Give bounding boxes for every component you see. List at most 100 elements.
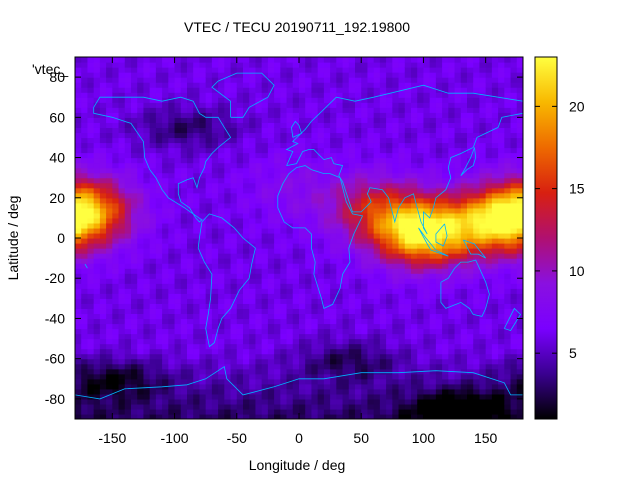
heatmap-cell (230, 87, 238, 93)
heatmap-cell (168, 293, 176, 299)
heatmap-cell (243, 343, 250, 350)
heatmap-cell (255, 217, 263, 224)
heatmap-cell (99, 263, 107, 269)
heatmap-cell (392, 152, 400, 159)
heatmap-cell (299, 288, 306, 294)
heatmap-cell (255, 343, 263, 350)
heatmap-cell (118, 248, 126, 254)
heatmap-cell (106, 368, 113, 375)
heatmap-cell (330, 328, 337, 335)
heatmap-cell (124, 222, 132, 229)
heatmap-cell (361, 232, 369, 239)
heatmap-cell (299, 97, 306, 103)
heatmap-cell (317, 298, 325, 304)
heatmap-cell (162, 313, 169, 320)
heatmap-cell (448, 293, 456, 299)
heatmap-cell (448, 82, 456, 88)
heatmap-cell (479, 62, 487, 68)
heatmap-cell (112, 323, 120, 330)
heatmap-cell (429, 323, 437, 330)
heatmap-cell (249, 217, 257, 224)
heatmap-cell (187, 227, 194, 234)
heatmap-cell (137, 92, 145, 98)
heatmap-cell (193, 358, 201, 365)
heatmap-cell (149, 192, 157, 199)
heatmap-cell (267, 102, 275, 108)
heatmap-cell (87, 368, 95, 375)
heatmap-cell (193, 162, 201, 169)
heatmap-cell (75, 142, 82, 149)
heatmap-cell (367, 232, 375, 239)
heatmap-cell (435, 313, 443, 320)
heatmap-cell (224, 212, 232, 219)
heatmap-cell (199, 298, 207, 304)
heatmap-cell (87, 328, 95, 335)
heatmap-cell (267, 243, 275, 249)
heatmap-cell (224, 388, 232, 395)
heatmap-cell (236, 373, 244, 380)
heatmap-cell (180, 107, 188, 113)
heatmap-cell (367, 288, 375, 294)
heatmap-cell (99, 77, 107, 83)
heatmap-cell (218, 57, 225, 63)
heatmap-cell (118, 388, 126, 395)
heatmap-cell (180, 368, 188, 375)
heatmap-cell (280, 87, 288, 93)
heatmap-cell (124, 373, 132, 380)
heatmap-cell (93, 298, 101, 304)
heatmap-cell (193, 102, 201, 108)
heatmap-cell (330, 303, 337, 309)
heatmap-cell (155, 67, 163, 73)
heatmap-cell (249, 408, 257, 415)
heatmap-cell (149, 288, 157, 294)
heatmap-cell (305, 318, 313, 325)
heatmap-cell (386, 67, 393, 73)
heatmap-cell (411, 278, 418, 284)
heatmap-cell (261, 358, 269, 365)
heatmap-cell (473, 167, 481, 174)
heatmap-cell (367, 348, 375, 355)
heatmap-cell (355, 243, 362, 249)
heatmap-cell (292, 142, 300, 149)
heatmap-cell (311, 222, 319, 229)
heatmap-cell (404, 323, 412, 330)
heatmap-cell (168, 313, 176, 320)
heatmap-cell (330, 363, 337, 370)
heatmap-cell (162, 222, 169, 229)
heatmap-cell (131, 122, 138, 128)
heatmap-cell (336, 147, 344, 154)
heatmap-cell (361, 182, 369, 189)
heatmap-cell (224, 67, 232, 73)
heatmap-cell (417, 363, 425, 370)
heatmap-cell (479, 177, 487, 184)
heatmap-cell (435, 162, 443, 169)
heatmap-cell (498, 57, 505, 63)
heatmap-cell (467, 238, 474, 244)
heatmap-cell (106, 353, 113, 360)
heatmap-cell (131, 293, 138, 299)
heatmap-cell (404, 187, 412, 194)
heatmap-cell (292, 243, 300, 249)
heatmap-cell (180, 172, 188, 179)
heatmap-cell (491, 77, 499, 83)
heatmap-cell (292, 157, 300, 164)
heatmap-cell (174, 298, 182, 304)
heatmap-cell (460, 222, 468, 229)
heatmap-cell (442, 112, 449, 118)
heatmap-cell (442, 122, 449, 128)
heatmap-cell (124, 398, 132, 405)
heatmap-cell (155, 97, 163, 103)
heatmap-cell (205, 77, 213, 83)
heatmap-cell (342, 132, 350, 139)
heatmap-cell (355, 308, 362, 315)
heatmap-cell (81, 333, 89, 340)
heatmap-cell (131, 353, 138, 360)
heatmap-cell (498, 72, 505, 78)
heatmap-cell (286, 343, 294, 350)
heatmap-cell (348, 318, 356, 325)
heatmap-cell (274, 67, 281, 73)
heatmap-cell (373, 268, 381, 274)
heatmap-cell (392, 303, 400, 309)
heatmap-cell (267, 328, 275, 335)
heatmap-cell (448, 373, 456, 380)
